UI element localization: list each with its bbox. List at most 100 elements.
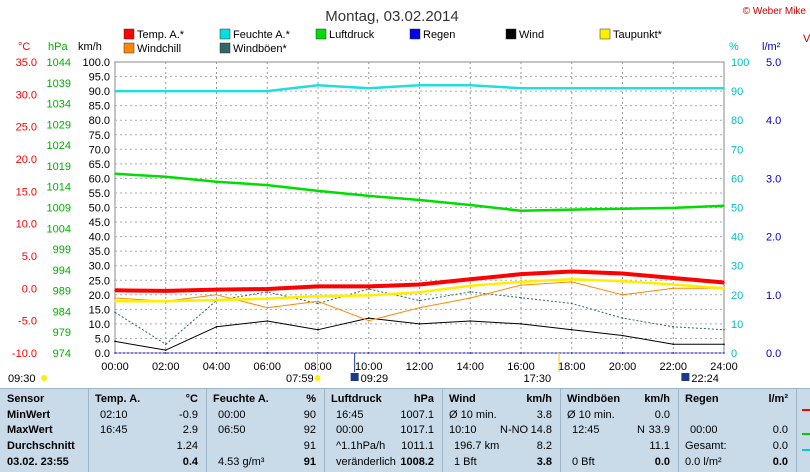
- weather-chart: Montag, 03.02.2014 © Weber Mike V Temp. …: [8, 6, 810, 385]
- rain-unit: l/m²: [768, 393, 788, 405]
- humidity-unit: %: [306, 393, 316, 405]
- sensor-avg-label: Durchschnitt: [7, 440, 75, 452]
- wind-tick-label: 80.0: [89, 115, 110, 127]
- rain-now: 0.0: [772, 456, 788, 468]
- temp-max-time: 16:45: [100, 424, 128, 436]
- wind-tick-label: 70.0: [89, 144, 110, 156]
- sunrise-icon: [314, 375, 321, 381]
- series-point: [570, 281, 573, 283]
- series-point: [215, 352, 218, 354]
- series-point: [520, 210, 522, 212]
- pressure-min-time: 16:45: [336, 409, 364, 421]
- series-point: [215, 294, 218, 296]
- series-point: [672, 277, 675, 279]
- series-point: [672, 352, 675, 354]
- series-point: [114, 300, 116, 303]
- time-tick-label: 04:00: [203, 361, 231, 373]
- temp-min: -0.9: [179, 409, 198, 421]
- pressure-tick-label: 1029: [47, 119, 71, 131]
- series-lines: [114, 84, 725, 354]
- series-point: [164, 290, 167, 292]
- rain-tick-label: 1.0: [766, 290, 781, 302]
- rain-header: Regen: [685, 393, 719, 405]
- series-point: [317, 190, 319, 192]
- chart-title: Montag, 03.02.2014: [325, 8, 458, 25]
- col-gust: Windböen km/h Ø 10 min. 0.0 12:45 N 33.9…: [560, 389, 679, 472]
- pressure-avg: 1011.1: [401, 440, 434, 452]
- series-point: [418, 323, 421, 325]
- wind-header: Wind: [449, 393, 476, 405]
- pressure-tick-label: 1034: [47, 99, 71, 111]
- rain-axis-unit: l/m²: [762, 41, 781, 53]
- pressure-tick-label: 1024: [47, 140, 71, 152]
- credit-text: © Weber Mike: [743, 6, 807, 17]
- wind-tick-label: 90.0: [89, 86, 110, 98]
- series-point: [367, 352, 370, 354]
- time-tick-label: 20:00: [609, 361, 637, 373]
- temp-tick-label: -5.0: [18, 316, 37, 328]
- rain-total-label: Gesamt:: [685, 440, 727, 452]
- series-point: [570, 208, 573, 211]
- series-point: [114, 173, 116, 175]
- temp-tick-label: 15.0: [16, 186, 37, 198]
- series-point: [520, 284, 522, 286]
- wind-tick-label: 45.0: [89, 217, 110, 229]
- temp-min-time: 02:10: [100, 409, 128, 421]
- series-point: [164, 300, 167, 303]
- series-point: [367, 87, 370, 89]
- series-point: [520, 296, 522, 299]
- pressure-tick-label: 989: [53, 286, 71, 298]
- chart-legend: Temp. A.* Feuchte A.* Luftdruck Regen Wind Ta…: [123, 28, 663, 55]
- pressure-header: Luftdruck: [331, 393, 382, 405]
- sunrise-time-label: 07:59: [286, 373, 314, 385]
- pressure-tick-label: 1044: [47, 57, 71, 69]
- pressure-tick-label: 1009: [47, 203, 71, 215]
- temp-axis-unit: °C: [18, 41, 30, 53]
- temp-now: 0.4: [182, 456, 198, 468]
- wind-tick-label: 55.0: [89, 188, 110, 200]
- series-point: [317, 285, 319, 288]
- pressure-tick-label: 1039: [47, 78, 71, 90]
- sensor-header: Sensor: [7, 393, 45, 405]
- wind-unit: km/h: [526, 393, 552, 405]
- temp-tick-label: 20.0: [16, 154, 37, 166]
- legend-swatch: [123, 42, 135, 54]
- time-tick-label: 10:00: [355, 361, 383, 373]
- series-point: [418, 306, 421, 309]
- series-point: [723, 328, 725, 331]
- rain-now-label: 0.0 l/m²: [685, 456, 722, 468]
- series-point: [317, 295, 319, 297]
- series-point: [418, 84, 421, 87]
- series-point: [418, 283, 421, 286]
- series-point: [570, 352, 573, 354]
- legend-label: Windböen*: [233, 43, 288, 55]
- series-point: [621, 294, 624, 296]
- series-point: [621, 334, 624, 337]
- series-point: [469, 204, 472, 206]
- sensor-table: Sensor MinWert MaxWert Durchschnitt 03.0…: [0, 388, 810, 472]
- time-tick-label: 24:00: [710, 361, 738, 373]
- time-tick-label: 00:00: [101, 361, 129, 373]
- wind-tick-label: 75.0: [89, 130, 110, 142]
- humidity-max-time: 06:50: [218, 424, 246, 436]
- legend-swatch: [315, 28, 327, 40]
- series-point: [621, 280, 624, 283]
- series-point: [570, 328, 573, 331]
- series-point: [114, 90, 116, 92]
- legend-label: Feuchte A.*: [233, 29, 291, 41]
- wind-tick-label: 85.0: [89, 101, 110, 113]
- pressure-tick-label: 1019: [47, 161, 71, 173]
- legend-swatch: [219, 28, 231, 40]
- series-point: [621, 207, 624, 210]
- humidity-tick-label: 20: [731, 290, 743, 302]
- wind-max-dir: N-NO: [500, 424, 529, 436]
- wind-tick-label: 20.0: [89, 290, 110, 302]
- series-point: [266, 306, 269, 309]
- series-point: [621, 317, 624, 319]
- wind-tick-label: 100.0: [82, 57, 110, 69]
- pressure-max-time: 00:00: [336, 424, 364, 436]
- series-point: [418, 199, 421, 201]
- legend-swatch: [505, 28, 517, 40]
- series-point: [367, 285, 370, 288]
- left-time-label: 09:30: [8, 373, 36, 385]
